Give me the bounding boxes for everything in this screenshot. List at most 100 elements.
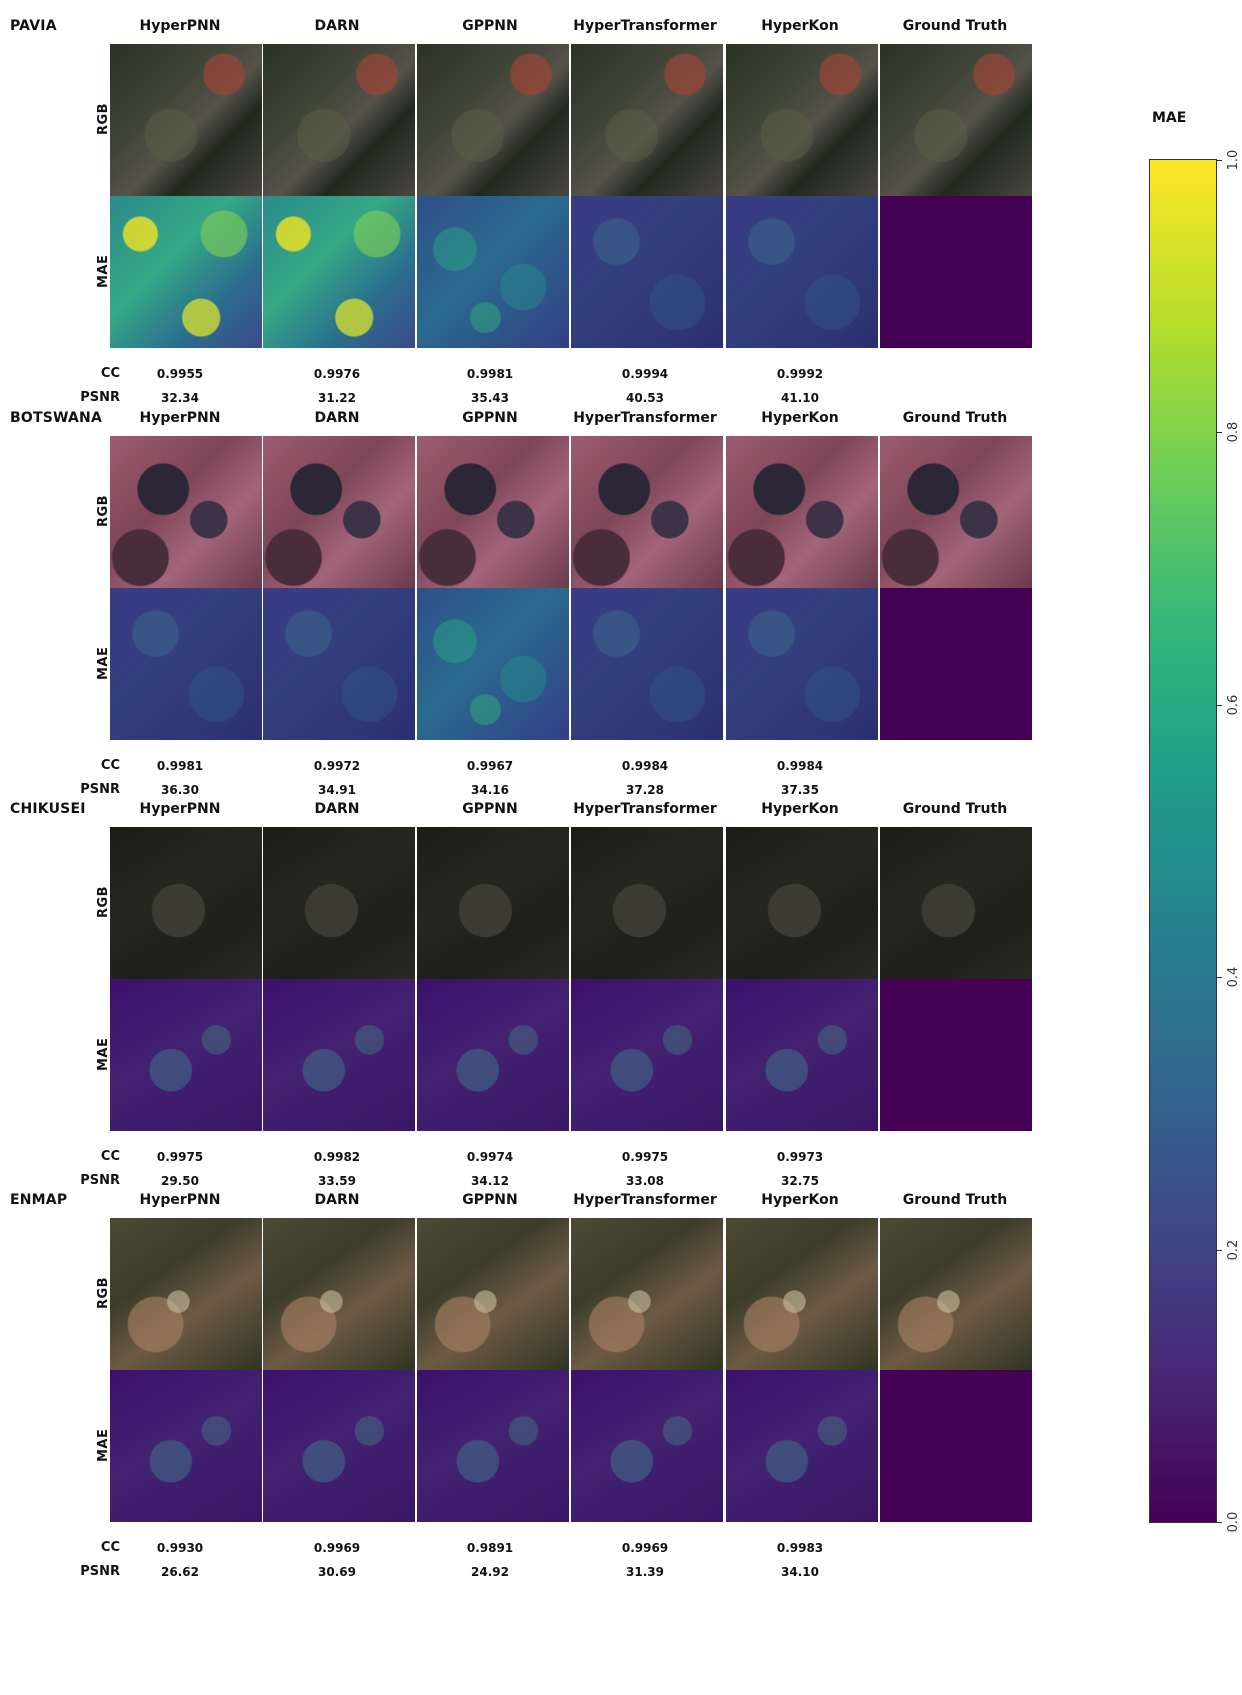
psnr-value: 34.10 bbox=[781, 1565, 819, 1579]
cc-value: 0.9974 bbox=[466, 1150, 514, 1164]
column-title: GPPNN bbox=[462, 410, 518, 426]
mae-heatmap-tile bbox=[726, 1370, 878, 1522]
mae-heatmap-tile bbox=[263, 979, 415, 1131]
row-label-mae: MAE bbox=[96, 646, 111, 680]
cc-value: 0.9969 bbox=[313, 1541, 361, 1555]
cc-value: 0.9984 bbox=[621, 759, 669, 773]
column-title: Ground Truth bbox=[902, 18, 1008, 34]
column-title: HyperKon bbox=[761, 18, 839, 34]
rgb-image-tile bbox=[110, 1218, 262, 1370]
column-title: HyperTransformer bbox=[573, 18, 717, 34]
colorbar-tick-label: 0.2 bbox=[1226, 1239, 1241, 1260]
rgb-image-tile bbox=[417, 1218, 569, 1370]
rgb-image-tile bbox=[726, 436, 878, 588]
cc-value: 0.9972 bbox=[313, 759, 361, 773]
column-title: Ground Truth bbox=[902, 410, 1008, 426]
rgb-image-tile bbox=[263, 1218, 415, 1370]
rgb-image-tile bbox=[263, 44, 415, 196]
cc-value: 0.9981 bbox=[466, 367, 514, 381]
colorbar bbox=[1149, 159, 1217, 1523]
rgb-image-tile bbox=[110, 436, 262, 588]
cc-value: 0.9967 bbox=[466, 759, 514, 773]
column-title: HyperKon bbox=[761, 801, 839, 817]
dataset-name: BOTSWANA bbox=[10, 410, 103, 426]
psnr-value: 34.16 bbox=[471, 783, 509, 797]
dataset-name: PAVIA bbox=[10, 18, 57, 34]
cc-value: 0.9955 bbox=[156, 367, 204, 381]
rgb-image-tile bbox=[726, 827, 878, 979]
mae-heatmap-tile bbox=[263, 196, 415, 348]
column-title: HyperTransformer bbox=[573, 801, 717, 817]
column-title: DARN bbox=[314, 18, 360, 34]
column-title: GPPNN bbox=[462, 18, 518, 34]
colorbar-tick bbox=[1216, 977, 1222, 979]
psnr-value: 37.28 bbox=[626, 783, 664, 797]
rgb-image-tile bbox=[571, 1218, 723, 1370]
cc-value: 0.9994 bbox=[621, 367, 669, 381]
rgb-image-tile bbox=[726, 1218, 878, 1370]
dataset-name: CHIKUSEI bbox=[10, 801, 86, 817]
cc-value: 0.9891 bbox=[466, 1541, 514, 1555]
psnr-value: 30.69 bbox=[318, 1565, 356, 1579]
rgb-image-tile bbox=[417, 44, 569, 196]
cc-value: 0.9992 bbox=[776, 367, 824, 381]
psnr-value: 36.30 bbox=[161, 783, 199, 797]
mae-heatmap-tile bbox=[571, 588, 723, 740]
colorbar-tick-label: 0.8 bbox=[1226, 422, 1241, 443]
column-title: Ground Truth bbox=[902, 1192, 1008, 1208]
cc-value: 0.9969 bbox=[621, 1541, 669, 1555]
rgb-image-tile bbox=[571, 827, 723, 979]
row-label-rgb: RGB bbox=[96, 1276, 111, 1310]
rgb-image-tile bbox=[880, 436, 1032, 588]
column-title: DARN bbox=[314, 1192, 360, 1208]
colorbar-tick-label: 0.6 bbox=[1226, 694, 1241, 716]
mae-heatmap-tile bbox=[110, 196, 262, 348]
mae-heatmap-tile bbox=[263, 1370, 415, 1522]
colorbar-tick bbox=[1216, 160, 1222, 161]
row-label-rgb: RGB bbox=[96, 494, 111, 528]
column-title: Ground Truth bbox=[902, 801, 1008, 817]
rgb-image-tile bbox=[110, 827, 262, 979]
mae-heatmap-tile bbox=[726, 588, 878, 740]
dataset-name: ENMAP bbox=[10, 1192, 68, 1208]
psnr-value: 31.39 bbox=[626, 1565, 664, 1579]
rgb-image-tile bbox=[880, 827, 1032, 979]
metric-label-cc: CC bbox=[100, 1149, 120, 1164]
cc-value: 0.9975 bbox=[621, 1150, 669, 1164]
dataset-block-botswana: BOTSWANA HyperPNN DARN GPPNN HyperTransforme… bbox=[0, 392, 1140, 797]
row-label-mae: MAE bbox=[96, 254, 111, 288]
psnr-value: 37.35 bbox=[781, 783, 819, 797]
cc-value: 0.9976 bbox=[313, 367, 361, 381]
colorbar-tick bbox=[1216, 704, 1222, 706]
rgb-image-tile bbox=[726, 44, 878, 196]
mae-heatmap-tile bbox=[880, 979, 1032, 1131]
mae-heatmap-tile bbox=[880, 588, 1032, 740]
colorbar-tick bbox=[1216, 1249, 1222, 1251]
mae-heatmap-tile bbox=[417, 588, 569, 740]
rgb-image-tile bbox=[571, 44, 723, 196]
mae-heatmap-tile bbox=[417, 196, 569, 348]
column-title: HyperPNN bbox=[139, 801, 221, 817]
metric-label-psnr: PSNR bbox=[80, 782, 120, 797]
cc-value: 0.9973 bbox=[776, 1150, 824, 1164]
cc-value: 0.9982 bbox=[313, 1150, 361, 1164]
metric-label-psnr: PSNR bbox=[80, 1564, 120, 1579]
rgb-image-tile bbox=[417, 436, 569, 588]
mae-heatmap-tile bbox=[880, 196, 1032, 348]
psnr-value: 33.08 bbox=[626, 1174, 664, 1188]
psnr-value: 31.22 bbox=[318, 391, 356, 405]
cc-value: 0.9981 bbox=[156, 759, 204, 773]
column-title: HyperPNN bbox=[139, 18, 221, 34]
rgb-image-tile bbox=[571, 436, 723, 588]
row-label-mae: MAE bbox=[96, 1037, 111, 1071]
mae-heatmap-tile bbox=[571, 196, 723, 348]
psnr-value: 24.92 bbox=[471, 1565, 509, 1579]
cc-value: 0.9984 bbox=[776, 759, 824, 773]
column-title: HyperPNN bbox=[139, 1192, 221, 1208]
rgb-image-tile bbox=[880, 1218, 1032, 1370]
psnr-value: 32.75 bbox=[781, 1174, 819, 1188]
column-title: HyperTransformer bbox=[573, 410, 717, 426]
column-title: DARN bbox=[314, 801, 360, 817]
psnr-value: 26.62 bbox=[161, 1565, 199, 1579]
mae-heatmap-tile bbox=[880, 1370, 1032, 1522]
